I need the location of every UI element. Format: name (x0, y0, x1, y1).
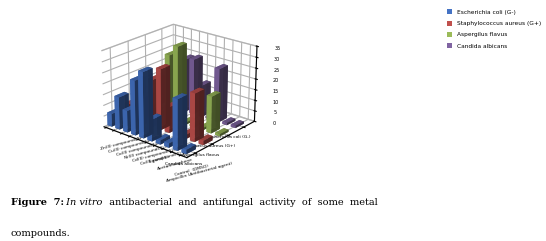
Text: In vitro: In vitro (63, 198, 102, 207)
Text: antibacterial  and  antifungal  activity  of  some  metal: antibacterial and antifungal activity of… (103, 198, 377, 207)
Text: compounds.: compounds. (11, 229, 70, 238)
Text: Figure  7:: Figure 7: (11, 198, 64, 207)
Legend: Escherichia coli (G-), Staphylococcus aureus (G+), Aspergilus flavus, Candida al: Escherichia coli (G-), Staphylococcus au… (446, 8, 543, 50)
